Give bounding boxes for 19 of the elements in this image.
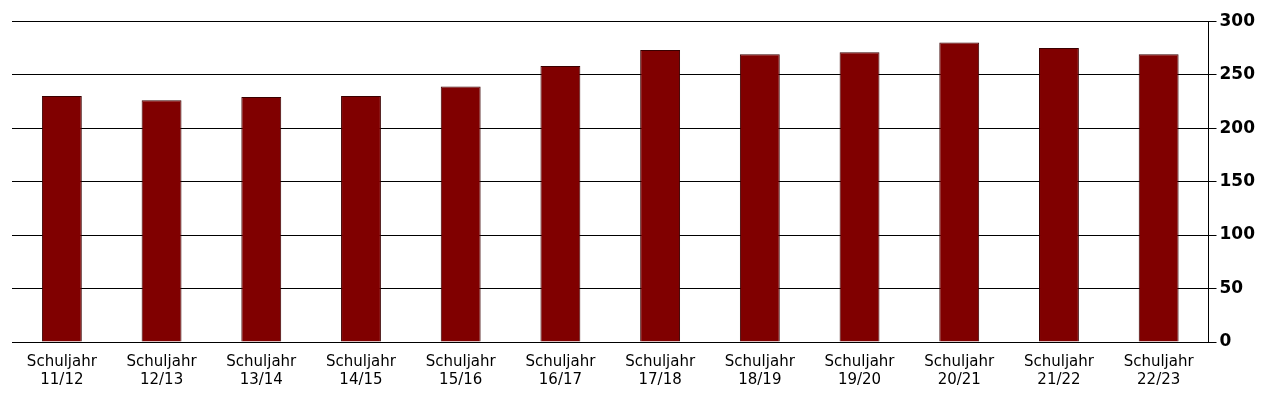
x-tick-label: Schuljahr 17/18: [625, 351, 696, 388]
y-tick-label: 100: [1219, 223, 1256, 244]
y-tick-label: 50: [1219, 276, 1244, 297]
y-tick-label: 300: [1219, 9, 1256, 30]
x-tick-label: Schuljahr 21/22: [1023, 351, 1095, 388]
x-tick-label: Schuljahr 15/16: [425, 351, 497, 388]
y-tick-label: 250: [1219, 63, 1256, 84]
y-tick-label: 0: [1219, 330, 1232, 351]
x-tick-label: Schuljahr 13/14: [226, 351, 298, 388]
x-tick-label: Schuljahr 14/15: [325, 351, 397, 388]
x-tick-label: Schuljahr 16/17: [525, 351, 597, 388]
x-tick-label: Schuljahr 20/21: [924, 351, 996, 388]
x-tick-label: Schuljahr 11/12: [26, 351, 98, 388]
x-tick-label: Schuljahr 19/20: [824, 351, 896, 388]
y-tick-label: 150: [1219, 170, 1256, 191]
y-tick-label: 200: [1219, 116, 1256, 137]
x-tick-label: Schuljahr 18/19: [724, 351, 796, 388]
x-tick-label: Schuljahr 22/23: [1123, 351, 1195, 388]
x-tick-label: Schuljahr 12/13: [126, 351, 198, 388]
